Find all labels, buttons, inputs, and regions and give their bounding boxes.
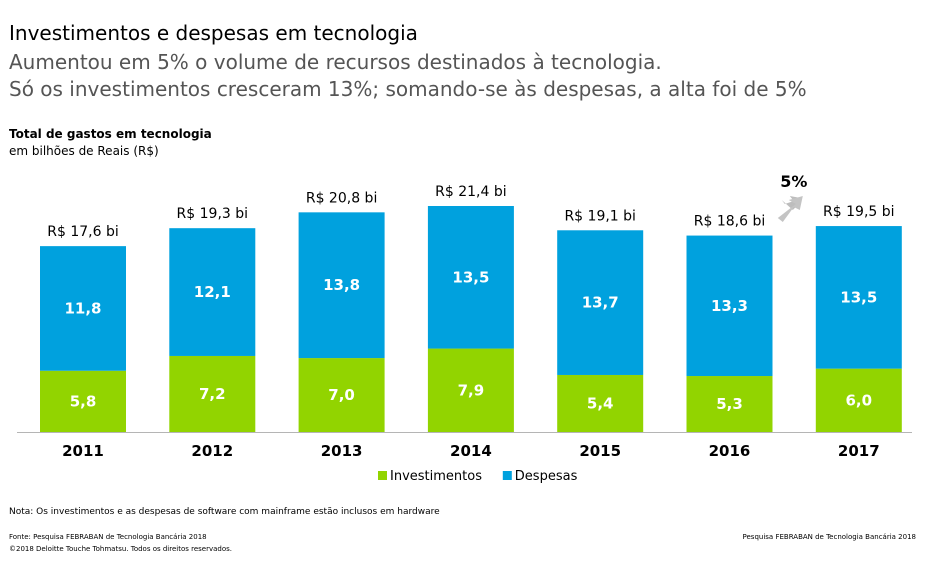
bar-despesas-2016 — [686, 235, 773, 377]
data-label-investimentos-2015: 5,4 — [587, 394, 614, 412]
page-subtitle-2: Só os investimentos cresceram 13%; soman… — [9, 77, 807, 101]
legend-swatch-investimentos — [378, 471, 387, 480]
bar-investimentos-2016 — [686, 376, 773, 432]
page-title: Investimentos e despesas em tecnologia — [9, 21, 418, 45]
total-label-2015: R$ 19,1 bi — [564, 208, 635, 224]
data-label-despesas-2015: 13,7 — [582, 294, 619, 312]
x-tick-label-2017: 2017 — [838, 442, 880, 460]
x-tick-label-2012: 2012 — [191, 442, 233, 460]
data-label-investimentos-2017: 6,0 — [846, 391, 873, 409]
chart-footnote: Nota: Os investimentos e as despesas de … — [9, 507, 440, 517]
bar-investimentos-2012 — [169, 355, 256, 432]
x-tick-label-2014: 2014 — [450, 442, 492, 460]
bar-despesas-2015 — [557, 230, 644, 375]
legend-swatch-despesas — [502, 471, 512, 480]
bar-investimentos-2015 — [557, 374, 644, 432]
data-label-investimentos-2011: 5,8 — [70, 392, 97, 410]
source-text: Fonte: Pesquisa FEBRABAN de Tecnologia B… — [9, 533, 207, 541]
total-label-2012: R$ 19,3 bi — [177, 206, 248, 222]
growth-arrow-shape — [777, 196, 803, 222]
bar-investimentos-2014 — [427, 348, 514, 432]
bar-investimentos-2011 — [40, 370, 126, 432]
data-label-despesas-2013: 13,8 — [323, 276, 360, 294]
total-label-2014: R$ 21,4 bi — [435, 184, 506, 200]
legend-label-despesas: Despesas — [515, 469, 578, 484]
x-tick-label-2016: 2016 — [709, 442, 751, 460]
stacked-bar-chart: 5,8 11,8 R$ 17,6 bi 2011 7,2 12,1 R$ 19,3 bi 20… — [17, 172, 912, 484]
data-label-investimentos-2012: 7,2 — [199, 385, 226, 403]
page-subtitle-1: Aumentou em 5% o volume de recursos dest… — [9, 50, 662, 74]
data-label-investimentos-2014: 7,9 — [458, 381, 485, 399]
data-label-investimentos-2013: 7,0 — [328, 386, 355, 404]
bar-investimentos-2017 — [815, 368, 902, 432]
chart-unit-subtitle: em bilhões de Reais (R$) — [9, 144, 159, 158]
chart-title: Total de gastos em tecnologia — [9, 127, 212, 141]
bar-despesas-2014 — [427, 206, 514, 349]
bar-despesas-2013 — [298, 212, 385, 359]
bar-investimentos-2013 — [298, 358, 385, 432]
data-label-despesas-2014: 13,5 — [452, 268, 489, 286]
data-label-despesas-2011: 11,8 — [64, 299, 101, 317]
bar-despesas-2012 — [169, 228, 256, 356]
total-label-2011: R$ 17,6 bi — [47, 224, 118, 240]
total-label-2016: R$ 18,6 bi — [694, 214, 765, 230]
total-label-2013: R$ 20,8 bi — [306, 190, 377, 206]
bar-despesas-2017 — [815, 226, 902, 369]
growth-annotation: 5% — [780, 172, 807, 191]
bar-despesas-2011 — [40, 246, 126, 371]
total-label-2017: R$ 19,5 bi — [823, 204, 894, 220]
legend-label-investimentos: Investimentos — [390, 469, 482, 484]
x-tick-label-2013: 2013 — [321, 442, 363, 460]
copyright-text: ©2018 Deloitte Touche Tohmatsu. Todos os… — [9, 545, 233, 553]
source-text-right: Pesquisa FEBRABAN de Tecnologia Bancária… — [742, 533, 916, 541]
x-tick-label-2011: 2011 — [62, 442, 104, 460]
x-tick-label-2015: 2015 — [579, 442, 621, 460]
data-label-despesas-2017: 13,5 — [840, 288, 877, 306]
data-label-despesas-2012: 12,1 — [194, 283, 231, 301]
data-label-investimentos-2016: 5,3 — [716, 395, 743, 413]
data-label-despesas-2016: 13,3 — [711, 297, 748, 315]
